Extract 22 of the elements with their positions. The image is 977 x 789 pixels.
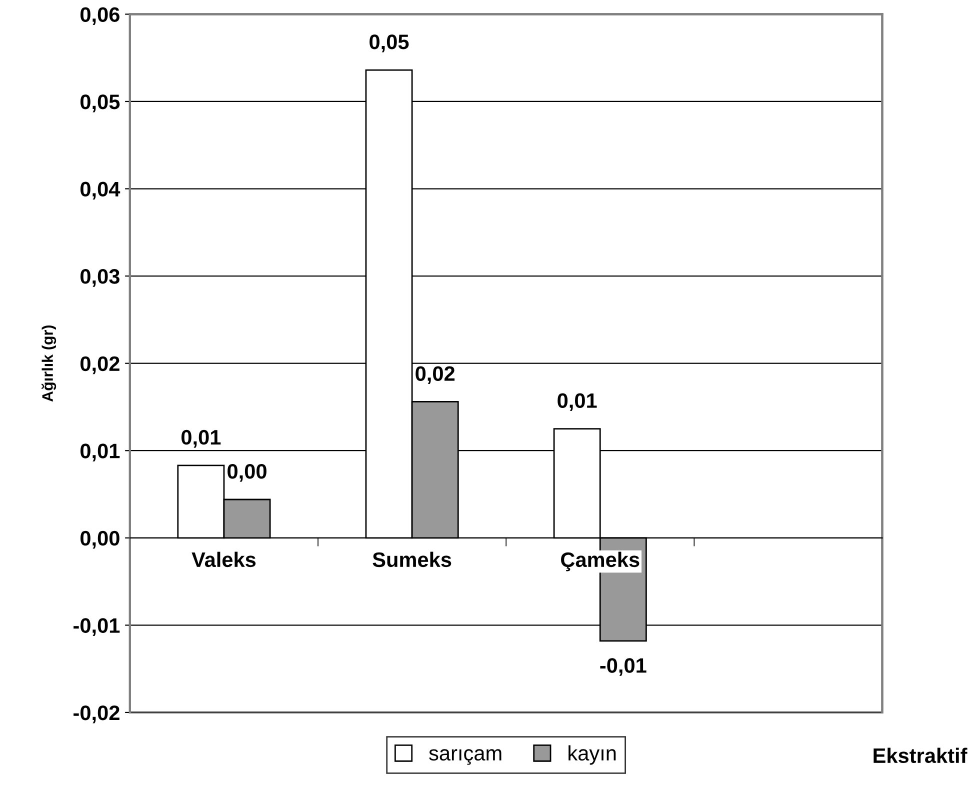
- data-label: 0,02: [416, 366, 455, 384]
- y-tick-label: 0,02: [80, 356, 120, 374]
- x-tick-label: Çameks: [561, 552, 640, 572]
- y-axis-title: Ağırlık (gr): [42, 325, 56, 402]
- legend-label: sarıçam: [429, 749, 502, 765]
- y-tick-label: -0,01: [74, 618, 120, 636]
- y-tick-label: 0,05: [80, 94, 120, 112]
- data-label: -0,01: [600, 658, 646, 676]
- y-tick-label: 0,00: [80, 530, 120, 549]
- y-tick-label: 0,01: [80, 444, 120, 462]
- data-label: 0,01: [558, 393, 597, 412]
- data-label: 0,05: [370, 34, 409, 52]
- legend-label: kayın: [568, 745, 616, 765]
- y-tick-label: 0,03: [80, 269, 120, 287]
- y-tick-label: -0,02: [74, 705, 120, 724]
- y-tick-label: 0,04: [80, 182, 120, 200]
- data-label: 0,00: [228, 464, 266, 482]
- x-axis-title: Ekstraktif: [874, 748, 968, 764]
- data-label: 0,01: [181, 430, 221, 448]
- y-tick-label: 0,06: [80, 7, 120, 25]
- x-tick-label: Valeks: [192, 552, 256, 568]
- x-tick-label: Sumeks: [372, 552, 452, 568]
